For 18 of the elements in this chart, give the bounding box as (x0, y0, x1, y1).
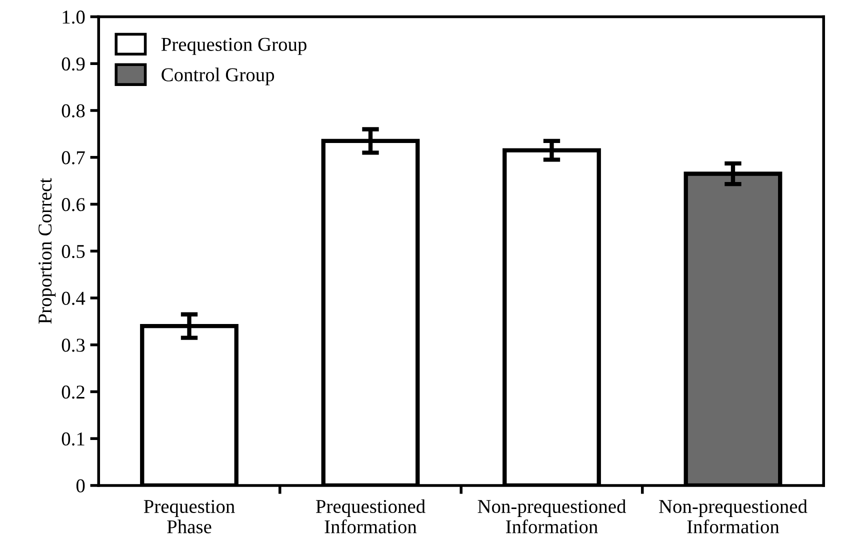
y-tick-label: 0.4 (62, 292, 86, 305)
y-tick-label: 0.8 (62, 104, 85, 118)
x-tick-label: Prequestioned Information (316, 499, 426, 534)
y-tick-label: 0.7 (62, 151, 85, 164)
y-tick-label: 0.1 (62, 432, 84, 446)
x-tick-label: Non-prequestioned Information (478, 499, 626, 534)
legend-label: Prequestion Group (161, 38, 306, 55)
y-axis-title: Proportion Correct (38, 178, 56, 324)
legend-label: Control Group (162, 68, 274, 86)
y-tick-label: 0.5 (62, 244, 85, 258)
y-tick-label: 0.2 (62, 386, 84, 399)
y-tick-label: 0.3 (62, 338, 85, 352)
y-tick-label: 0 (76, 479, 85, 492)
x-tick-label: Non-prequestioned Information (659, 499, 808, 534)
y-tick-label: 1.0 (62, 10, 85, 24)
y-tick-label: 0.6 (62, 198, 85, 212)
y-tick-label: 0.9 (62, 57, 85, 71)
x-tick-label: Prequestion Phase (144, 500, 235, 534)
